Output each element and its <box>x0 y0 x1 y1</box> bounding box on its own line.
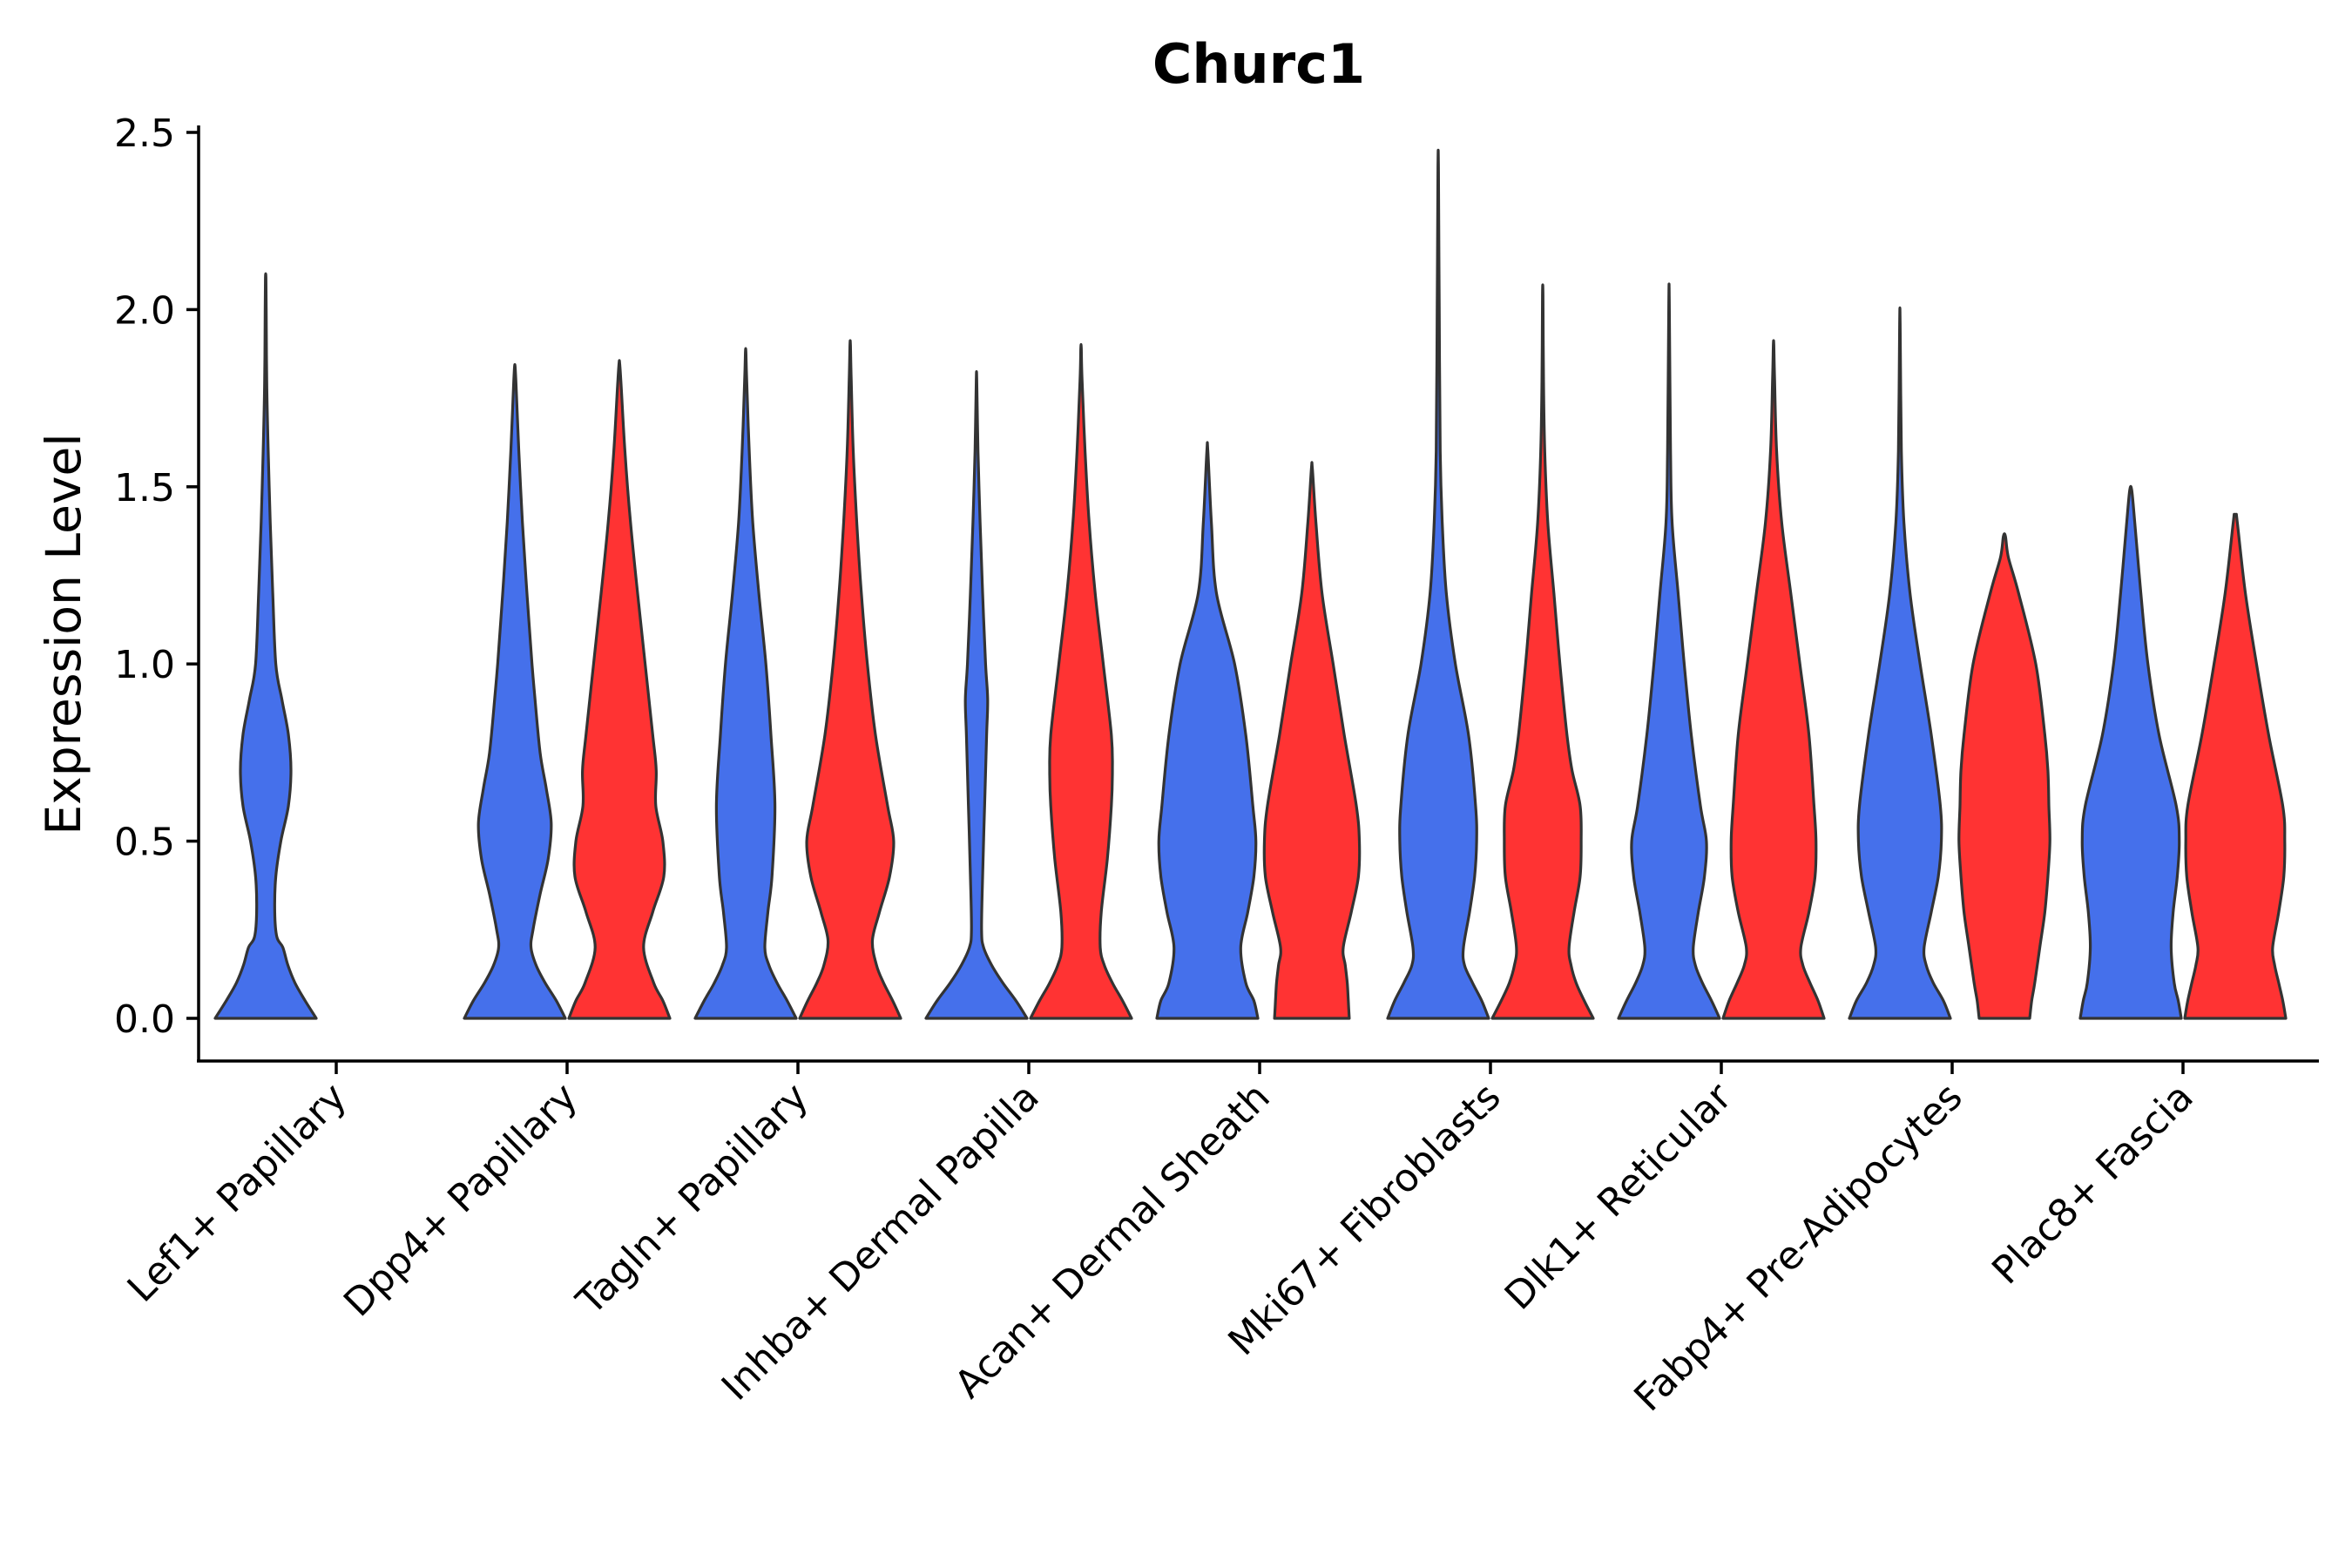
violin-dpp4-papillary-group-0 <box>463 362 567 1020</box>
violin-fabp4-pre-adipocytes-group-0 <box>1848 306 1952 1020</box>
violin-lef1-papillary-group-0 <box>213 272 318 1020</box>
violin-dlk1-reticular-group-0 <box>1617 282 1721 1020</box>
violin-fabp4-pre-adipocytes-group-1 <box>1957 532 2051 1020</box>
y-tick-label: 1.0 <box>114 643 175 687</box>
violin-tagln-papillary-group-1 <box>798 339 902 1020</box>
chart-title: Churc1 <box>1152 32 1365 96</box>
x-tick-label: Dlk1+ Reticular <box>1497 1074 1741 1319</box>
violin-tagln-papillary-group-0 <box>693 347 798 1020</box>
violin-inhba-dermal-papilla-group-1 <box>1029 342 1133 1020</box>
violin-dlk1-reticular-group-1 <box>1721 339 1826 1020</box>
violin-plac8-fascia-group-1 <box>2183 512 2288 1020</box>
y-tick-label: 2.0 <box>114 288 175 333</box>
violins-layer <box>213 148 2288 1020</box>
violin-mki67-fibroblasts-group-0 <box>1386 148 1490 1020</box>
violin-inhba-dermal-papilla-group-0 <box>924 370 1029 1020</box>
x-tick-label: Lef1+ Papillary <box>119 1075 355 1311</box>
y-tick-label: 0.5 <box>114 821 175 865</box>
y-tick-label: 2.5 <box>114 112 175 156</box>
y-ticks: 0.0 0.5 1.0 1.5 2.0 2.5 <box>114 112 199 1042</box>
y-axis-label: Expression Level <box>36 433 91 835</box>
violin-dpp4-papillary-group-1 <box>567 359 672 1020</box>
violin-mki67-fibroblasts-group-1 <box>1490 283 1595 1020</box>
y-tick-label: 0.0 <box>114 997 175 1042</box>
x-tick-label: Tagln+ Papillary <box>568 1075 817 1324</box>
violin-acan-dermal-sheath-group-0 <box>1155 441 1260 1020</box>
y-tick-label: 1.5 <box>114 466 175 510</box>
x-tick-label: Plac8+ Fascia <box>1984 1075 2202 1294</box>
violin-acan-dermal-sheath-group-1 <box>1262 461 1362 1020</box>
violin-plac8-fascia-group-0 <box>2078 484 2183 1020</box>
x-tick-label: Dpp4+ Papillary <box>335 1075 586 1326</box>
